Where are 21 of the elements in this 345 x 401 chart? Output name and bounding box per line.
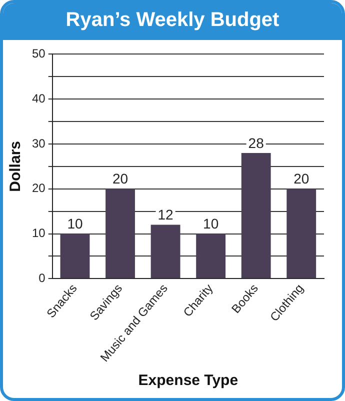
y-tick-label: 20 <box>32 181 46 196</box>
y-tick-label: 10 <box>32 226 46 240</box>
data-label: 10 <box>203 216 219 232</box>
chart-title: Ryan’s Weekly Budget <box>3 3 342 40</box>
bar <box>286 188 316 278</box>
y-tick-label: 50 <box>32 46 46 61</box>
bar <box>196 234 226 278</box>
y-tick-label: 40 <box>32 91 46 106</box>
bar <box>241 152 271 278</box>
bar <box>60 234 90 278</box>
y-axis-title: Dollars <box>7 141 24 192</box>
data-label: 10 <box>67 216 83 232</box>
x-axis-title: Expense Type <box>138 372 238 390</box>
data-label: 28 <box>248 134 264 151</box>
y-tick-label: 30 <box>32 136 46 150</box>
data-label: 12 <box>158 206 174 223</box>
y-tick-label: 0 <box>38 270 46 285</box>
data-label: 20 <box>112 170 128 187</box>
bar <box>150 224 180 278</box>
data-label: 20 <box>294 170 310 187</box>
bar <box>106 188 135 278</box>
